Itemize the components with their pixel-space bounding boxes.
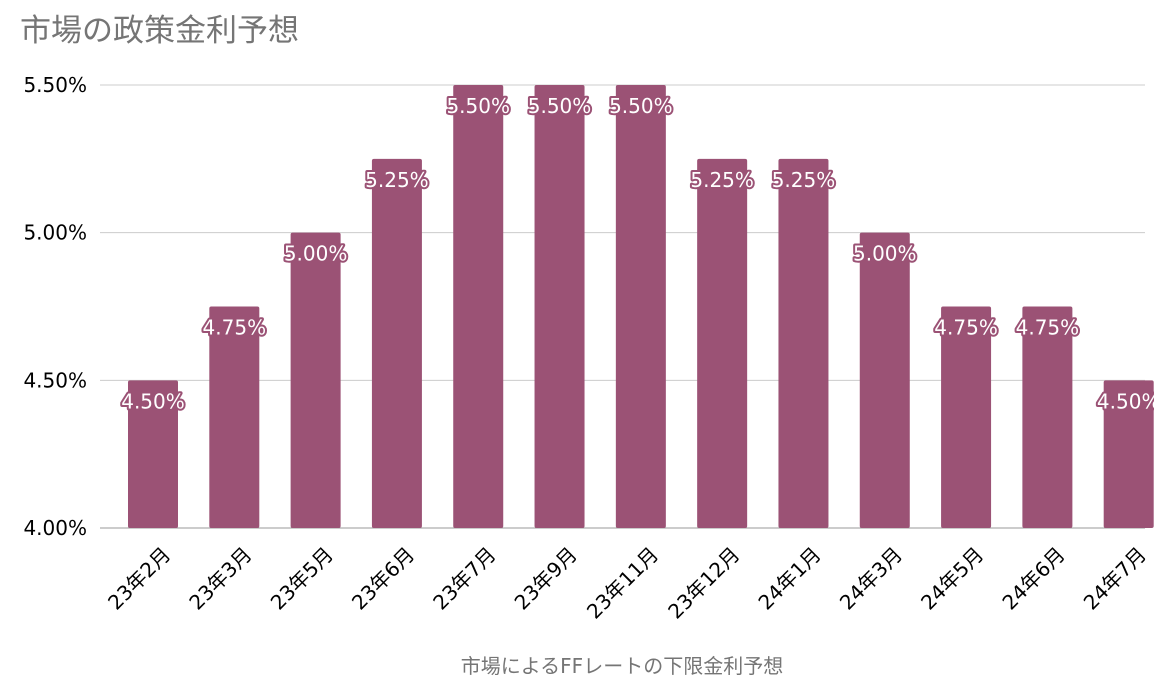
bar	[209, 306, 260, 528]
y-tick-label: 5.50%	[23, 73, 87, 97]
data-label: 5.25%	[690, 168, 754, 192]
bar	[453, 85, 504, 528]
chart-title: 市場の政策金利予想	[20, 13, 299, 49]
data-label: 4.75%	[934, 316, 998, 340]
data-label: 5.25%	[365, 168, 429, 192]
data-label: 5.50%	[446, 94, 510, 118]
x-axis-ticks: 23年2月 23年3月 23年5月 23年6月 23年7月 23年9月 23年11月 23年1…	[103, 542, 1151, 623]
bar	[615, 85, 666, 528]
data-label: 4.75%	[1016, 316, 1080, 340]
data-label: 5.50%	[609, 94, 673, 118]
bar	[778, 158, 829, 529]
bar	[1022, 306, 1073, 528]
x-tick-label: 23年9月	[510, 542, 582, 614]
bar	[534, 85, 585, 528]
data-labels: 4.50% 4.75% 5.00% 5.25% 5.50% 5.50% 5.50% 5.25%…	[119, 92, 1154, 415]
x-tick-label: 24年5月	[916, 542, 988, 614]
bar	[697, 158, 748, 529]
data-label: 4.75%	[203, 316, 267, 340]
x-tick-label: 24年7月	[1079, 542, 1151, 614]
x-axis-title: 市場によるFFレートの下限金利予想	[461, 654, 783, 678]
x-tick-label: 23年3月	[184, 542, 256, 614]
data-label: 5.00%	[284, 242, 348, 266]
bar	[128, 380, 178, 528]
y-tick-label: 5.00%	[23, 221, 87, 245]
data-label: 5.50%	[528, 94, 592, 118]
x-tick-label: 23年12月	[663, 542, 744, 623]
bar	[941, 306, 992, 528]
data-label: 5.00%	[853, 242, 917, 266]
x-tick-label: 23年6月	[347, 542, 419, 614]
x-tick-label: 23年11月	[582, 542, 663, 623]
bars	[128, 85, 1154, 529]
y-axis-ticks: 4.00% 4.50% 5.00% 5.50%	[23, 73, 87, 540]
x-tick-label: 24年3月	[835, 542, 907, 614]
x-tick-label: 23年7月	[428, 542, 500, 614]
x-tick-label: 23年2月	[103, 542, 175, 614]
y-tick-label: 4.00%	[23, 516, 87, 540]
x-tick-label: 24年6月	[997, 542, 1069, 614]
data-label: 4.50%	[1097, 389, 1154, 413]
x-tick-label: 23年5月	[266, 542, 338, 614]
data-label: 5.25%	[772, 168, 836, 192]
y-tick-label: 4.50%	[23, 368, 87, 392]
bar	[371, 158, 422, 529]
bar	[290, 232, 341, 528]
x-tick-label: 24年1月	[753, 542, 825, 614]
bar	[859, 232, 910, 528]
data-label: 4.50%	[121, 389, 185, 413]
bar	[1103, 380, 1154, 528]
